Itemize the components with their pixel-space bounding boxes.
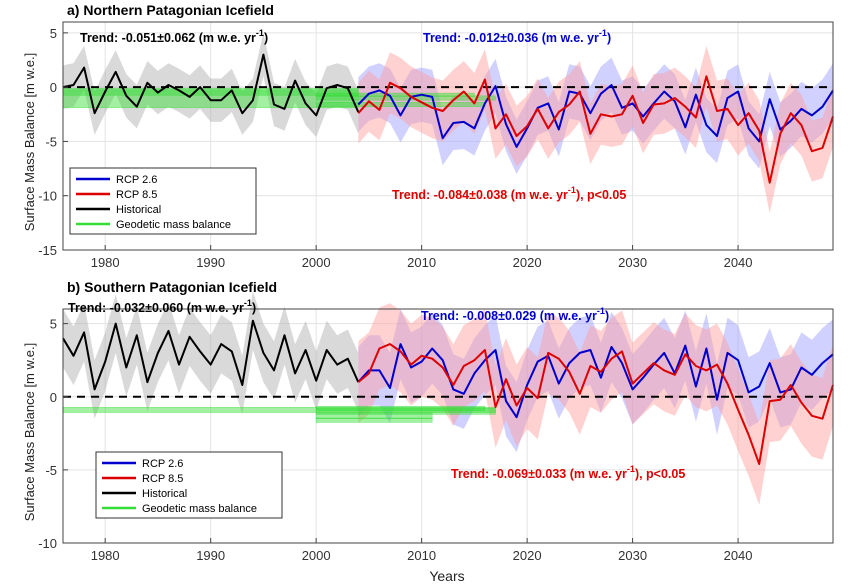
geodetic-bar [62,87,359,109]
legend-label: RCP 2.6 [142,458,183,470]
x-tick-label: 2030 [618,255,647,270]
plot-border [62,308,834,544]
series-line-historical [62,319,360,391]
trend-annotation: Trend: -0.032±0.060 (m w.e. yr-1) [68,298,256,315]
uncertainty-band-historical [63,32,359,138]
y-tick-label: 0 [50,390,57,405]
x-tick-label: 2000 [302,255,331,270]
legend-label: Geodetic mass balance [142,503,257,515]
x-tick-label: 1980 [91,255,120,270]
y-tick-label: 5 [50,317,57,332]
y-tick-label: -5 [45,463,57,478]
geodetic-bar [315,408,496,415]
trend-annotation: Trend: -0.012±0.036 (m w.e. yr-1) [423,28,611,45]
y-tick-label: 5 [50,26,57,41]
geodetic-bar [315,405,486,411]
x-tick-label: 2010 [407,255,436,270]
y-tick-label: -10 [38,536,57,551]
y-tick-label: -10 [38,189,57,204]
series-line-rcp26 [357,84,834,148]
geodetic-bar [315,417,433,423]
uncertainty-band-rcp26 [358,57,833,174]
x-tick-label: 2030 [618,548,647,563]
geodetic-bar [315,412,433,419]
x-tick-label: 2020 [513,548,542,563]
panel-title: a) Northern Patagonian Icefield [67,2,274,18]
legend-label: Historical [142,488,187,500]
x-axis-label: Years [429,568,464,584]
x-tick-label: 2040 [724,548,753,563]
y-axis-label-b: Surface Mass Balance [m w.e.] [22,343,37,521]
x-tick-label: 1990 [196,548,225,563]
panel-southern-patagonian: 1980 1990 2000 2010 2020 2030 2040 5 0 -5 -10 b) So… [38,279,834,563]
trend-annotation: Trend: -0.069±0.033 (m w.e. yr-1), p<0.0… [451,464,685,481]
geodetic-bar [315,92,475,97]
series-line-historical [62,53,360,117]
series-line-rcp85 [357,343,834,465]
y-axis-label: Surface Mass Balance [m w.e.] [22,53,37,231]
trend-annotation: Trend: -0.008±0.029 (m w.e. yr-1) [421,306,609,323]
x-tick-label: 1980 [91,548,120,563]
x-tick-label: 2040 [724,255,753,270]
geodetic-bar [315,95,496,101]
legend-label: Historical [116,204,161,216]
panel-title: b) Southern Patagonian Icefield [67,279,277,295]
panel-northern-patagonian: 1980 1990 2000 2010 2020 2030 2040 5 0 -5 -10 -15 a)… [38,2,834,270]
trend-annotation: Trend: -0.084±0.038 (m w.e. yr-1), p<0.0… [392,185,626,202]
plot-border [62,21,834,251]
y-tick-label: 0 [50,80,57,95]
series-line-rcp26 [357,343,834,419]
uncertainty-band-rcp26 [358,309,833,453]
uncertainty-band-historical [63,291,359,419]
geodetic-bar [315,102,486,107]
legend-label: RCP 2.6 [116,174,157,186]
y-tick-label: -15 [38,243,57,258]
x-tick-label: 1990 [196,255,225,270]
legend-label: RCP 8.5 [142,473,183,485]
legend-label: RCP 8.5 [116,189,157,201]
x-tick-label: 2010 [407,548,436,563]
x-tick-label: 2000 [302,548,331,563]
series-line-rcp85 [357,75,834,184]
x-tick-label: 2020 [513,255,542,270]
legend-label: Geodetic mass balance [116,219,231,231]
uncertainty-band-rcp85 [358,303,833,505]
y-tick-label: -5 [45,134,57,149]
trend-annotation: Trend: -0.051±0.062 (m w.e. yr-1) [80,28,268,45]
